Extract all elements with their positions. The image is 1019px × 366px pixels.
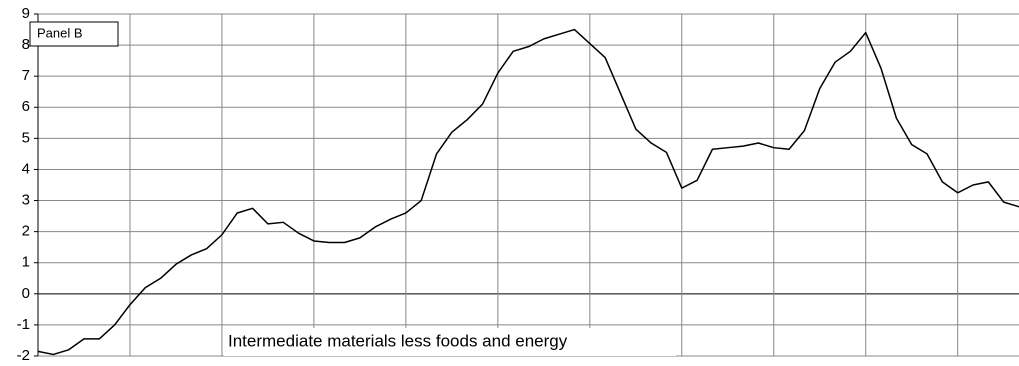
y-tick-label: 7: [22, 67, 30, 84]
y-tick-label: -2: [17, 347, 30, 364]
panel-label: Panel B: [37, 25, 83, 40]
y-tick-label: 9: [22, 5, 30, 22]
panel-label-box: [29, 21, 119, 47]
y-tick-label: 8: [22, 36, 30, 53]
line: [37, 28, 1019, 356]
y-tick-label: 5: [22, 129, 30, 146]
y-tick-label: 4: [22, 160, 30, 177]
y-tick-label: 6: [22, 98, 30, 115]
y-tick-label: 1: [22, 254, 30, 271]
y-tick-label: 0: [22, 285, 30, 302]
annotation: Intermediate materials less foods and en…: [228, 331, 568, 350]
y-tick-label: -1: [17, 316, 30, 333]
y-tick-label: 3: [22, 192, 30, 209]
annotation-bg: [224, 328, 676, 356]
y-tick-label: 2: [22, 223, 30, 240]
